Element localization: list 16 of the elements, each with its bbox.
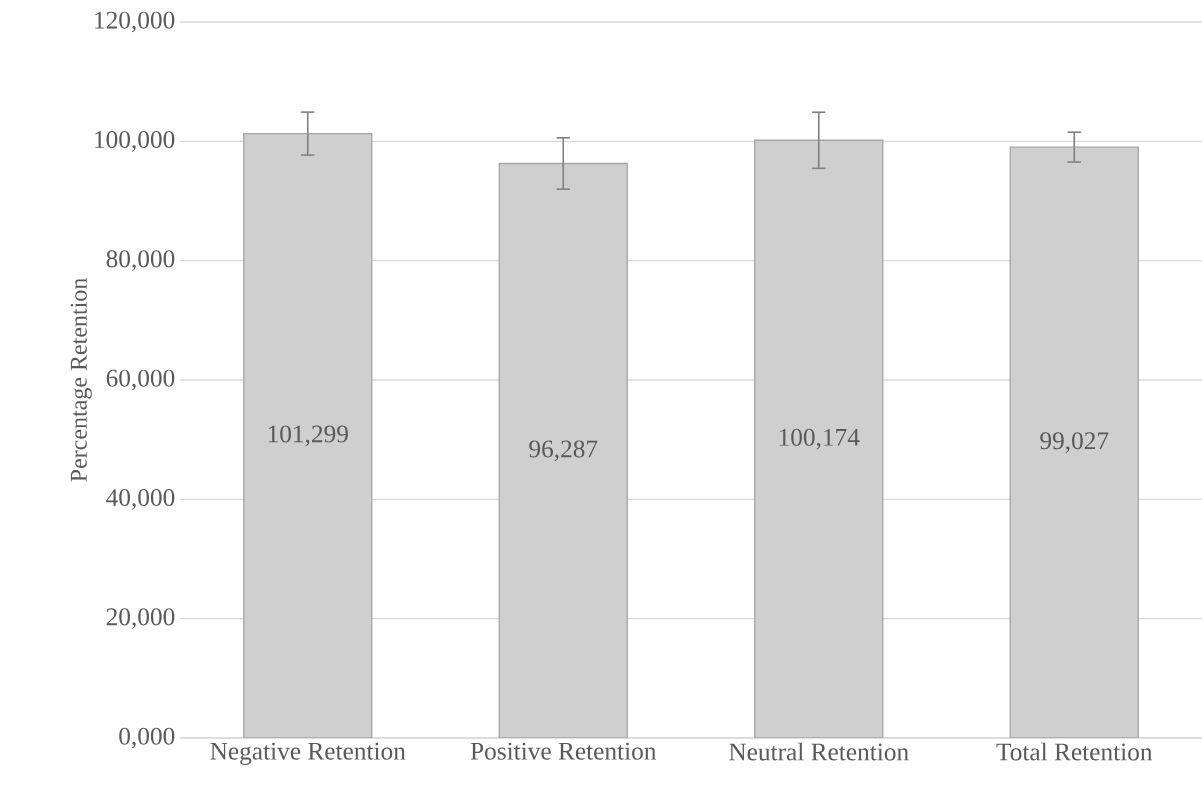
y-tick-label: 20,000 <box>106 608 175 630</box>
y-tick-label: 40,000 <box>106 488 175 510</box>
y-tick-label: 60,000 <box>106 369 175 391</box>
x-tick-label: Positive Retention <box>470 742 657 760</box>
y-tick-label: 80,000 <box>106 250 175 272</box>
y-tick-label: 0,000 <box>119 727 175 749</box>
data-label: 99,027 <box>1040 432 1109 453</box>
x-tick-label: Negative Retention <box>210 742 406 765</box>
data-label: 96,287 <box>529 440 598 462</box>
x-tick-label: Neutral Retention <box>729 742 909 761</box>
data-label: 100,174 <box>779 428 860 450</box>
data-label: 101,299 <box>268 425 348 447</box>
x-tick-label: Total Retention <box>996 742 1153 761</box>
y-axis-title: Percentage Retention <box>70 278 92 482</box>
y-tick-label: 120,000 <box>95 11 175 33</box>
y-tick-label: 100,000 <box>95 130 175 152</box>
